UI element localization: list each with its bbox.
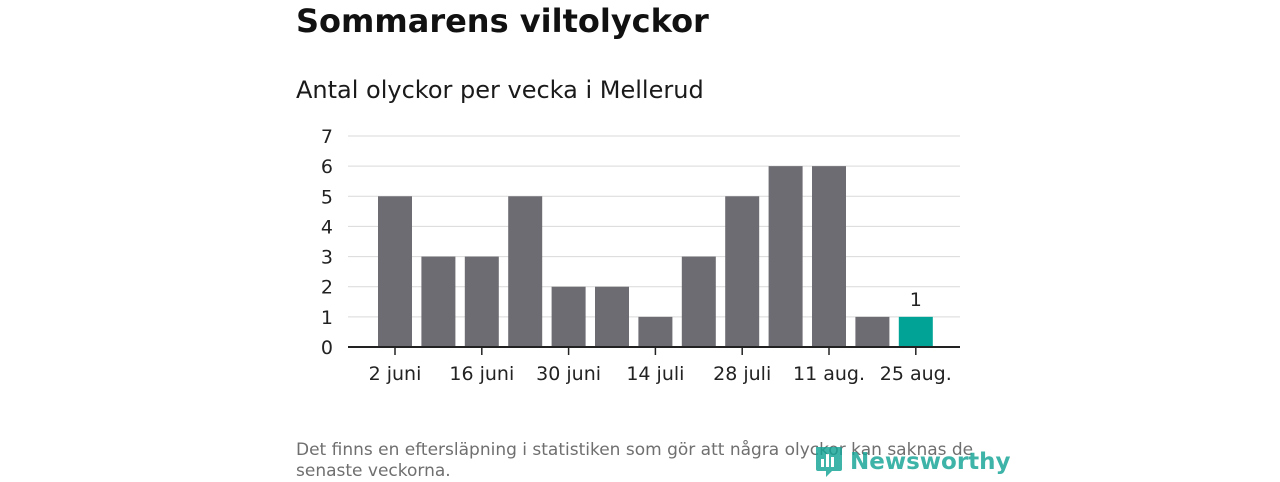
bar (378, 196, 412, 347)
newsworthy-logo-icon (816, 447, 842, 477)
bar (508, 196, 543, 347)
chart-subtitle: Antal olyckor per vecka i Mellerud (296, 76, 704, 104)
chart-title: Sommarens viltolyckor (296, 2, 709, 40)
y-tick-label: 3 (321, 247, 333, 269)
bar (855, 316, 890, 347)
y-tick-label: 6 (321, 156, 333, 178)
x-tick-label: 16 juni (449, 363, 514, 385)
bar (421, 256, 456, 347)
y-tick-label: 4 (321, 216, 333, 238)
logo-text: Newsworthy (850, 449, 1011, 475)
bar (725, 196, 760, 347)
y-tick-label: 2 (321, 277, 333, 299)
bar (551, 286, 586, 347)
bar-chart: 0 1 2 3 4 5 6 7 2 juni 16 juni 30 juni 14 juli 28 ju… (321, 126, 960, 385)
bar (638, 316, 673, 347)
data-label: 1 (910, 289, 922, 311)
y-tick-label: 7 (321, 126, 333, 148)
footnote: Det finns en eftersläpning i statistiken… (296, 440, 974, 481)
x-tick-label: 11 aug. (793, 363, 865, 385)
x-tick-label: 2 juni (369, 363, 422, 385)
y-tick-label: 1 (321, 307, 333, 329)
x-tick-label: 30 juni (536, 363, 601, 385)
bar (681, 256, 716, 347)
bar (464, 256, 499, 347)
bar (898, 316, 933, 347)
bar (595, 286, 629, 347)
bar (812, 166, 846, 347)
x-tick-label: 25 aug. (880, 363, 952, 385)
y-tick-label: 5 (321, 186, 333, 208)
x-tick-label: 28 juli (713, 363, 771, 385)
x-tick-label: 14 juli (626, 363, 684, 385)
bar (768, 166, 803, 347)
y-tick-label: 0 (321, 337, 333, 359)
newsworthy-logo: Newsworthy (814, 445, 1011, 479)
